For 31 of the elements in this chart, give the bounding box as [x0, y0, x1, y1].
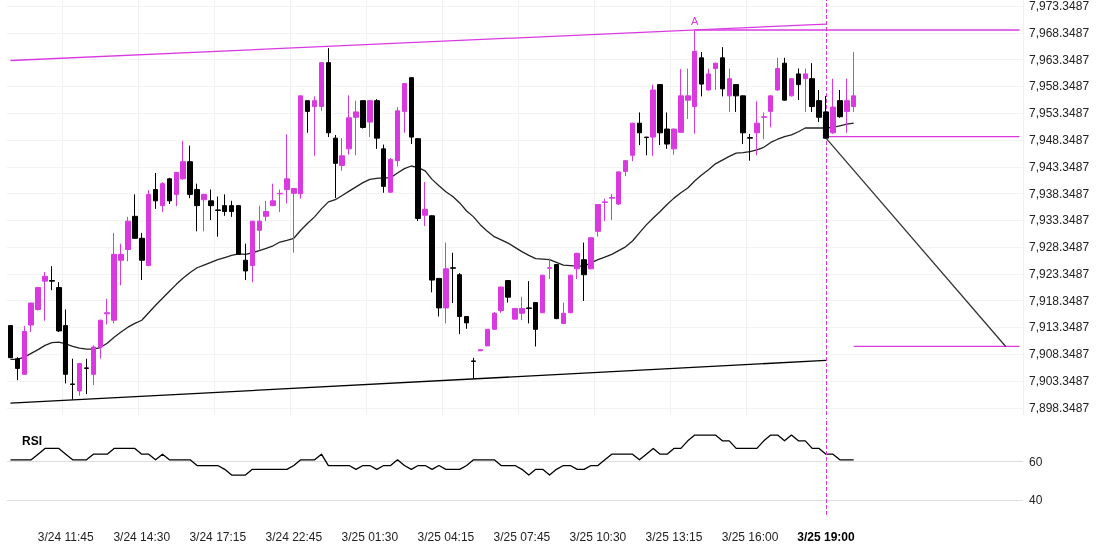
y-tick-label: 7,938.3487: [1029, 186, 1090, 201]
x-tick-label: 3/24 14:30: [113, 530, 171, 544]
y-tick-label: 7,908.3487: [1029, 347, 1090, 362]
y-tick-label: 7,943.3487: [1029, 159, 1090, 174]
y-tick-label: 7,948.3487: [1029, 133, 1090, 148]
y-tick-label: 7,928.3487: [1029, 240, 1090, 255]
y-tick-label: 60: [1029, 454, 1043, 469]
x-tick-label: 3/25 13:15: [645, 530, 703, 544]
y-tick-label: 7,968.3487: [1029, 25, 1090, 40]
y-tick-label: 7,933.3487: [1029, 213, 1090, 228]
text: RSI: [22, 434, 43, 448]
x-tick-label: 3/24 11:45: [37, 530, 94, 544]
x-tick-label: 3/24 22:45: [265, 530, 323, 544]
x-tick-label: 3/25 07:45: [493, 530, 551, 544]
y-tick-label: 7,923.3487: [1029, 266, 1090, 281]
x-tick-label: 3/25 16:00: [721, 530, 779, 544]
x-tick-label: 3/24 17:15: [189, 530, 247, 544]
y-tick-label: 7,903.3487: [1029, 374, 1090, 388]
annotation: A: [691, 15, 700, 28]
y-tick-label: 7,953.3487: [1029, 106, 1090, 121]
x-tick-label: 3/25 19:00: [797, 530, 856, 544]
x-tick-label: 3/25 01:30: [341, 530, 399, 544]
y-tick-label: 7,963.3487: [1029, 52, 1090, 67]
x-tick-label: 3/25 04:15: [417, 530, 475, 544]
x-tick-label: 3/25 10:30: [569, 530, 627, 544]
y-tick-label: 7,918.3487: [1029, 293, 1090, 308]
y-tick-label: 7,973.3487: [1029, 0, 1090, 14]
y-tick-label: 7,913.3487: [1029, 320, 1090, 335]
y-tick-label: 40: [1029, 492, 1043, 507]
y-tick-label: 7,898.3487: [1029, 400, 1090, 415]
y-tick-label: 7,958.3487: [1029, 79, 1090, 94]
